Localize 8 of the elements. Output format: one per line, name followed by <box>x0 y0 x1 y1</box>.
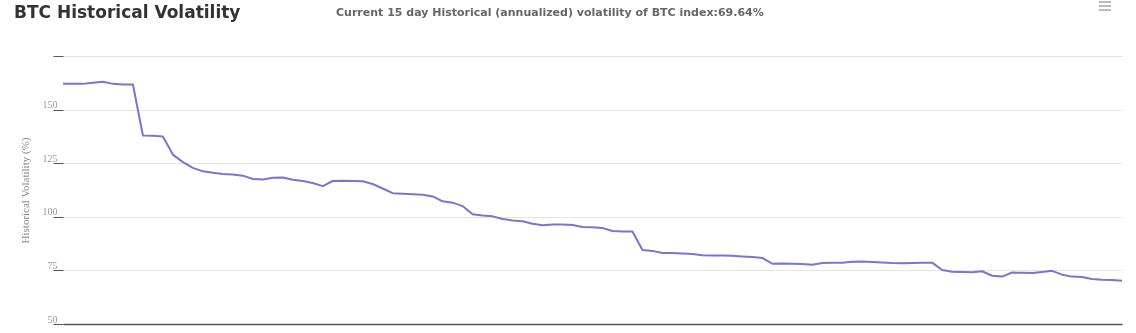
chart-subtitle: Current 15 day Historical (annualized) volatility of BTC index:69.64% <box>336 6 764 19</box>
y-tick-label: 150 <box>42 99 58 111</box>
y-axis-title: Historical Volatility (%) <box>18 137 32 244</box>
y-tick-label: 100 <box>42 206 58 218</box>
y-tick-label: 50 <box>47 313 58 325</box>
y-tick-label: 125 <box>42 152 58 164</box>
chart-title: BTC Historical Volatility <box>14 2 241 22</box>
y-tick-label: 75 <box>47 259 58 271</box>
